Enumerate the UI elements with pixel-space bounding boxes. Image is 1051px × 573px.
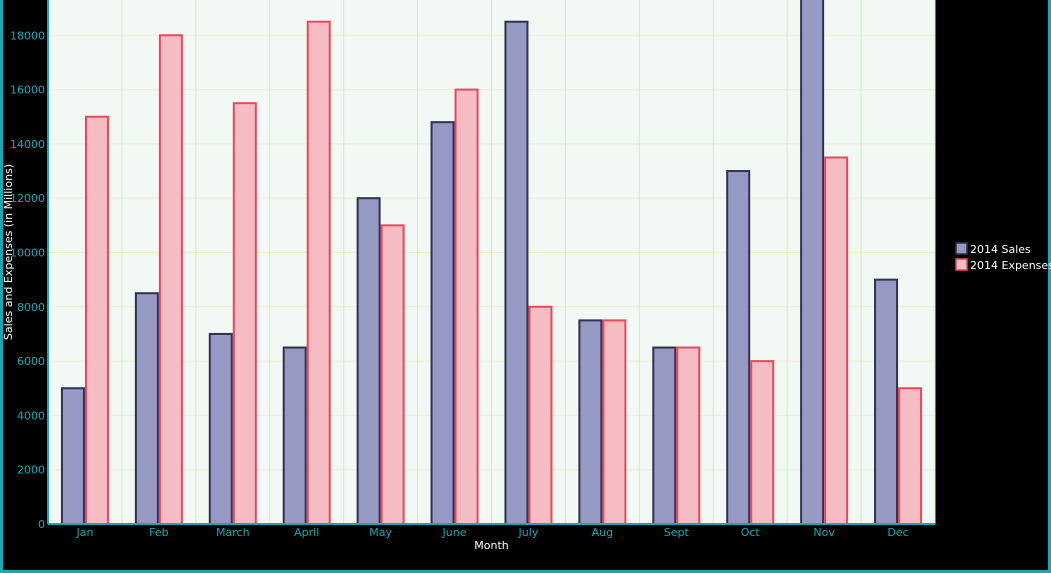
bars [60,0,923,526]
y-tick-label: 12000 [10,192,45,205]
bar-sales [356,197,381,525]
x-axis-title: Month [474,539,509,552]
y-tick-label: 10000 [10,246,45,259]
y-tick-label: 2000 [17,464,45,477]
bar-expenses [750,360,775,525]
legend-swatch-expenses [955,258,968,271]
bar-sales [430,121,455,525]
y-axis-title: Sales and Expenses (in Millions) [2,164,15,340]
x-tick-label: Sept [664,526,690,539]
bar-expenses [528,305,553,525]
bar-sales [726,170,751,525]
x-tick-label: Nov [813,526,835,539]
bar-expenses [158,34,183,525]
x-tick-label: Dec [887,526,908,539]
legend-label-sales: 2014 Sales [970,243,1031,256]
bar-expenses [232,102,257,525]
bar-sales [60,387,85,526]
x-tick-label: May [369,526,392,539]
y-tick-label: 18000 [10,29,45,42]
legend-swatch-sales [955,242,968,255]
bar-expenses [84,115,109,525]
bar-expenses [824,156,849,525]
x-tick-label: July [518,526,539,539]
x-tick-labels: Jan Feb March April May June July Aug Sept Oct Nov… [75,526,908,539]
legend: 2014 Sales 2014 Expenses [955,242,1051,272]
y-tick-label: 4000 [17,409,45,422]
y-tick-label: 14000 [10,138,45,151]
x-tick-label: Aug [592,526,613,539]
bar-sales [874,278,899,525]
legend-label-expenses: 2014 Expenses [970,259,1051,272]
bar-expenses [676,346,701,525]
bar-sales [282,346,307,525]
x-tick-label: March [216,526,250,539]
bar-sales [652,346,677,525]
y-tick-label: 0 [38,518,45,531]
y-tick-label: 8000 [17,301,45,314]
y-tick-label: 16000 [10,84,45,97]
x-tick-label: Jan [75,526,93,539]
bar-sales [134,292,159,526]
y-tick-labels: 0 2000 4000 6000 8000 10000 12000 14000 16000 180… [10,29,45,531]
bar-expenses [602,319,627,525]
x-tick-label: April [294,526,319,539]
x-tick-label: June [442,526,467,539]
gridlines [48,0,936,524]
bar-expenses [454,88,479,525]
bar-expenses [306,20,331,525]
x-tick-label: Feb [149,526,168,539]
y-tick-label: 6000 [17,355,45,368]
bar-expenses [898,387,923,526]
x-tick-label: Oct [741,526,761,539]
bar-sales [578,319,603,525]
bar-sales [208,332,233,525]
bar-sales [800,0,825,525]
bar-sales [504,20,529,525]
bar-expenses [380,224,405,526]
